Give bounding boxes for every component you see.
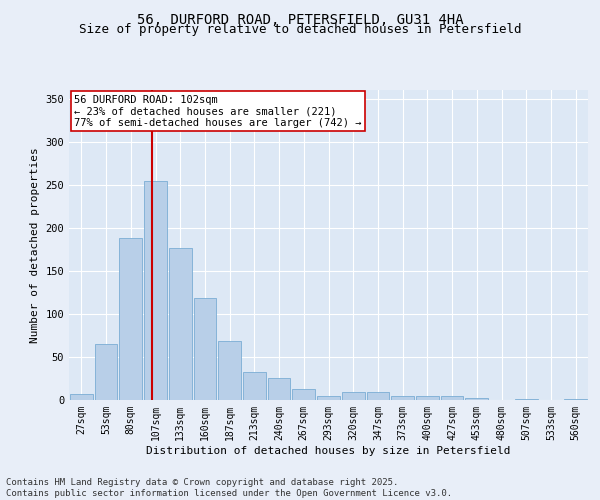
Text: 56, DURFORD ROAD, PETERSFIELD, GU31 4HA: 56, DURFORD ROAD, PETERSFIELD, GU31 4HA xyxy=(137,12,463,26)
Bar xyxy=(515,399,538,400)
Text: Contains HM Land Registry data © Crown copyright and database right 2025.
Contai: Contains HM Land Registry data © Crown c… xyxy=(6,478,452,498)
Y-axis label: Number of detached properties: Number of detached properties xyxy=(30,147,40,343)
Bar xyxy=(119,238,142,400)
Bar xyxy=(144,182,167,400)
Bar xyxy=(466,398,488,400)
Bar xyxy=(416,396,439,400)
Text: Size of property relative to detached houses in Petersfield: Size of property relative to detached ho… xyxy=(79,22,521,36)
Bar xyxy=(218,342,241,400)
Bar xyxy=(194,298,216,400)
X-axis label: Distribution of detached houses by size in Petersfield: Distribution of detached houses by size … xyxy=(146,446,511,456)
Bar xyxy=(564,399,587,400)
Bar xyxy=(391,396,414,400)
Text: 56 DURFORD ROAD: 102sqm
← 23% of detached houses are smaller (221)
77% of semi-d: 56 DURFORD ROAD: 102sqm ← 23% of detache… xyxy=(74,94,362,128)
Bar xyxy=(441,396,463,400)
Bar xyxy=(367,392,389,400)
Bar xyxy=(169,248,191,400)
Bar xyxy=(317,396,340,400)
Bar xyxy=(70,394,93,400)
Bar xyxy=(243,372,266,400)
Bar xyxy=(268,378,290,400)
Bar xyxy=(292,389,315,400)
Bar xyxy=(342,392,365,400)
Bar xyxy=(95,344,118,400)
